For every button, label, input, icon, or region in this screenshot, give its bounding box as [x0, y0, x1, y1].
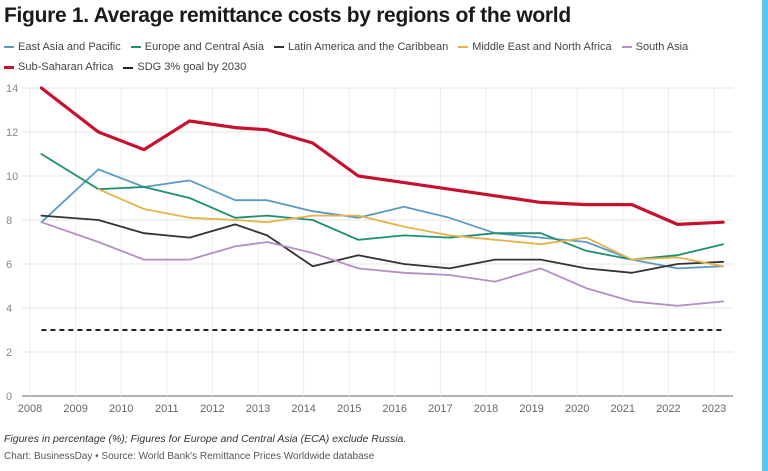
x-tick-label: 2008 — [18, 403, 42, 415]
y-tick-label: 12 — [6, 127, 18, 139]
y-tick-label: 6 — [6, 259, 12, 271]
chart-source: Chart: BusinessDay • Source: World Bank'… — [4, 451, 375, 462]
x-tick-label: 2022 — [656, 403, 680, 415]
legend-swatch — [458, 46, 469, 48]
chart-title: Figure 1. Average remittance costs by re… — [4, 4, 571, 27]
page-frame-border — [762, 0, 768, 471]
grid-lines — [22, 87, 733, 397]
x-tick-label: 2016 — [383, 403, 407, 415]
legend-swatch — [123, 66, 134, 69]
legend-swatch — [273, 46, 284, 48]
y-tick-label: 0 — [6, 391, 12, 403]
x-tick-label: 2023 — [702, 403, 726, 415]
legend-item-sdg-3-goal-by-2030: SDG 3% goal by 2030 — [123, 58, 246, 77]
y-tick-label: 4 — [6, 303, 12, 315]
y-tick-label: 2 — [6, 347, 12, 359]
x-tick-label: 2019 — [519, 403, 543, 415]
y-axis-ticks: 0 2 4 6 8 10 12 14 — [6, 83, 18, 403]
chart-notes: Figures in percentage (%); Figures for E… — [4, 433, 407, 445]
legend-swatch — [4, 46, 14, 48]
legend-swatch — [130, 46, 141, 48]
x-tick-label: 2017 — [428, 403, 452, 415]
series-lines — [39, 86, 725, 331]
series-line-sub-saharan-africa — [39, 86, 725, 226]
x-tick-label: 2009 — [63, 403, 87, 415]
series-line-east-asia-and-pacific — [40, 168, 724, 270]
legend-item-east-asia-and-pacific: East Asia and Pacific — [4, 38, 121, 57]
legend-label: Europe and Central Asia — [144, 40, 264, 53]
series-line-south-asia — [40, 221, 724, 307]
legend-label: Middle East and North Africa — [472, 40, 612, 53]
legend-label: South Asia — [635, 40, 689, 53]
chart-legend: East Asia and Pacific Europe and Central … — [4, 36, 744, 77]
legend-item-latin-america-and-the-caribbean: Latin America and the Caribbean — [273, 38, 449, 57]
legend-item-middle-east-and-north-africa: Middle East and North Africa — [458, 38, 612, 57]
x-axis-ticks: 2008 2009 2010 2011 2012 2013 2014 2015 2016 2017… — [18, 403, 726, 415]
legend-swatch — [621, 46, 632, 48]
legend-label: East Asia and Pacific — [18, 40, 121, 53]
legend-label: Sub-Saharan Africa — [18, 60, 114, 73]
legend-item-south-asia: South Asia — [621, 38, 689, 57]
legend-swatch — [4, 65, 14, 69]
legend-label: Latin America and the Caribbean — [287, 40, 449, 53]
legend-item-europe-and-central-asia: Europe and Central Asia — [130, 38, 264, 57]
y-tick-label: 14 — [6, 83, 18, 95]
x-tick-label: 2013 — [246, 403, 270, 415]
series-line-latin-america-and-the-caribbean — [40, 214, 724, 274]
x-tick-label: 2015 — [337, 403, 361, 415]
x-tick-label: 2012 — [200, 403, 224, 415]
x-tick-label: 2010 — [109, 403, 133, 415]
x-tick-label: 2020 — [565, 403, 589, 415]
x-tick-label: 2014 — [291, 403, 315, 415]
legend-item-sub-saharan-africa: Sub-Saharan Africa — [4, 58, 113, 77]
legend-label: SDG 3% goal by 2030 — [137, 61, 247, 73]
y-tick-label: 10 — [6, 171, 18, 183]
x-tick-label: 2021 — [611, 403, 635, 415]
x-tick-label: 2018 — [474, 403, 498, 415]
series-line-middle-east-and-north-africa — [97, 188, 724, 268]
x-tick-label: 2011 — [155, 403, 179, 415]
series-line-europe-and-central-asia — [40, 153, 724, 261]
y-tick-label: 8 — [6, 215, 12, 227]
